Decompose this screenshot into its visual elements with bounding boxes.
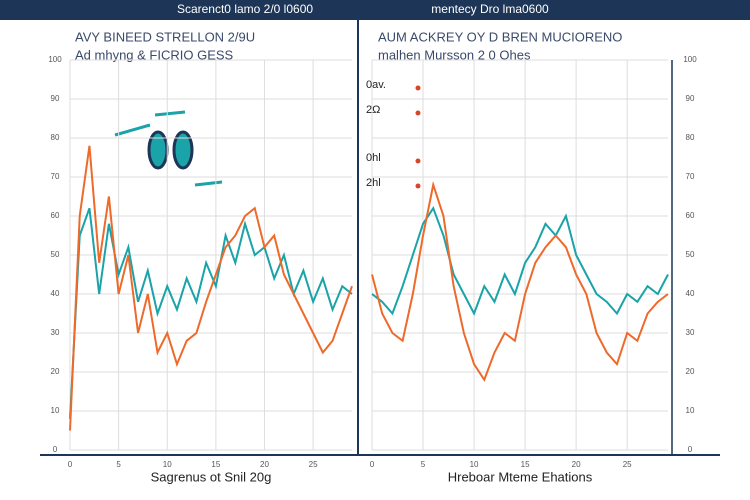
chart-title: Scarenct0 lamo 2/0 l0600 (177, 2, 313, 16)
top-bar (0, 0, 750, 20)
subtitle: Ad mhyng & FICRIO GESS (75, 47, 234, 62)
x-tick-label: 5 (421, 460, 426, 469)
line-series (371, 180, 669, 383)
y-tick-label: 80 (686, 133, 695, 142)
annotation-dot (415, 85, 421, 91)
subtitle: AUM ACKREY OY D BREN MUCIORENO (378, 29, 622, 44)
annotation: 2Ω (366, 104, 380, 116)
chart-title: mentecy Dro lma0600 (431, 2, 549, 16)
x-axis-label: Hreboar Mteme Ehations (448, 469, 593, 484)
y-tick-label: 50 (51, 250, 60, 259)
y-tick-label: 40 (686, 289, 695, 298)
y-tick-label: 80 (51, 133, 60, 142)
annotation: 0hl (366, 152, 381, 164)
line-series (371, 205, 669, 316)
icon (114, 110, 223, 187)
x-tick-label: 0 (370, 460, 375, 469)
x-tick-label: 20 (260, 460, 269, 469)
y-tick-label: 70 (686, 172, 695, 181)
y-tick-label: 100 (683, 55, 697, 64)
y-tick-label: 0 (688, 445, 693, 454)
y-tick-label: 90 (686, 94, 695, 103)
x-tick-label: 15 (211, 460, 220, 469)
y-tick-label: 60 (686, 211, 695, 220)
line-series (69, 145, 353, 431)
y-tick-label: 10 (686, 406, 695, 415)
x-tick-label: 15 (521, 460, 530, 469)
x-tick-label: 25 (623, 460, 632, 469)
y-tick-label: 20 (686, 367, 695, 376)
y-tick-label: 100 (48, 55, 62, 64)
y-tick-label: 40 (51, 289, 60, 298)
y-tick-label: 50 (686, 250, 695, 259)
y-tick-label: 30 (51, 328, 60, 337)
x-tick-label: 10 (470, 460, 479, 469)
y-tick-label: 60 (51, 211, 60, 220)
y-tick-label: 10 (51, 406, 60, 415)
y-tick-label: 70 (51, 172, 60, 181)
x-tick-label: 0 (68, 460, 73, 469)
annotation-dot (415, 110, 421, 116)
y-tick-label: 30 (686, 328, 695, 337)
x-axis-label: Sagrenus ot Snil 20g (151, 469, 272, 484)
subtitle: malhen Mursson 2 0 Ohes (378, 47, 531, 62)
subtitle: AVY BINEED STRELLON 2/9U (75, 29, 255, 44)
annotation-dot (415, 183, 421, 189)
line-series (69, 207, 353, 419)
x-tick-label: 25 (309, 460, 318, 469)
y-tick-label: 90 (51, 94, 60, 103)
x-tick-label: 5 (116, 460, 121, 469)
y-tick-label: 0 (53, 445, 58, 454)
annotation: 0av. (366, 79, 386, 91)
x-tick-label: 10 (163, 460, 172, 469)
annotation: 2hl (366, 177, 381, 189)
annotation-dot (415, 158, 421, 164)
y-tick-label: 20 (51, 367, 60, 376)
x-tick-label: 20 (572, 460, 581, 469)
